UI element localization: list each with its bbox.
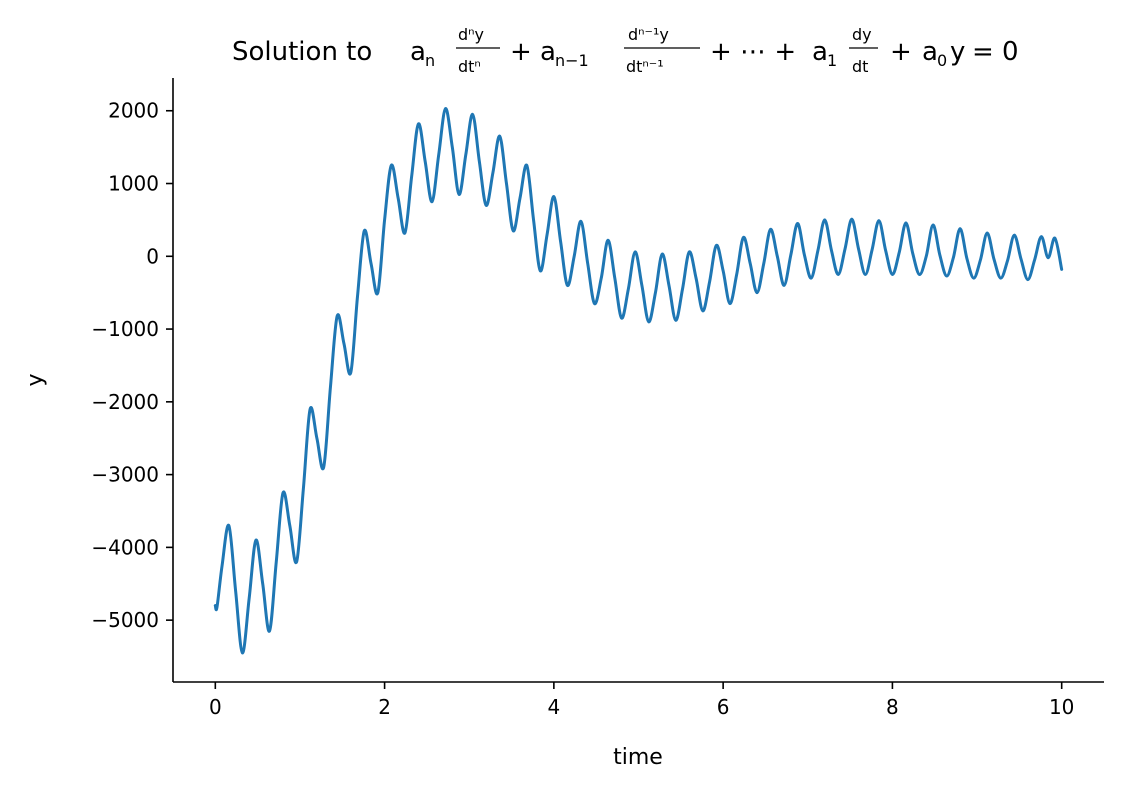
svg-text:y: y xyxy=(950,37,965,67)
x-tick-label: 4 xyxy=(547,695,560,719)
svg-text:a: a xyxy=(922,37,938,67)
y-tick-label: 0 xyxy=(146,244,159,268)
x-tick-label: 8 xyxy=(886,695,899,719)
y-tick-label: −4000 xyxy=(91,535,159,559)
y-tick-label: −2000 xyxy=(91,390,159,414)
svg-text:dt: dt xyxy=(852,57,868,76)
svg-text:dy: dy xyxy=(852,25,872,44)
y-tick-label: 1000 xyxy=(108,172,159,196)
svg-text:dⁿ⁻¹y: dⁿ⁻¹y xyxy=(628,25,669,44)
svg-text:a: a xyxy=(540,37,556,67)
svg-text:n−1: n−1 xyxy=(555,51,589,70)
svg-text:dtⁿ: dtⁿ xyxy=(458,57,481,76)
x-axis-label: time xyxy=(613,745,663,770)
y-tick-label: −1000 xyxy=(91,317,159,341)
y-tick-label: −5000 xyxy=(91,608,159,632)
svg-text:+: + xyxy=(510,37,532,67)
x-ticks: 0 2 4 6 8 10 xyxy=(209,682,1074,719)
svg-text:1: 1 xyxy=(827,51,837,70)
svg-text:dtⁿ⁻¹: dtⁿ⁻¹ xyxy=(626,57,664,76)
y-tick-label: 2000 xyxy=(108,99,159,123)
svg-text:0: 0 xyxy=(937,51,947,70)
svg-text:a: a xyxy=(410,37,426,67)
svg-text:= 0: = 0 xyxy=(972,37,1019,67)
x-tick-label: 2 xyxy=(378,695,391,719)
x-tick-label: 10 xyxy=(1049,695,1074,719)
x-tick-label: 0 xyxy=(209,695,222,719)
svg-text:dⁿy: dⁿy xyxy=(458,25,484,44)
svg-text:+ ⋯ +: + ⋯ + xyxy=(710,37,796,67)
series-line xyxy=(213,107,1064,655)
svg-text:a: a xyxy=(812,37,828,67)
svg-text:Solution to: Solution to xyxy=(232,37,372,67)
svg-text:+: + xyxy=(890,37,912,67)
svg-text:n: n xyxy=(425,51,435,70)
series-group xyxy=(213,107,1064,655)
y-tick-label: −3000 xyxy=(91,463,159,487)
y-ticks: −5000 −4000 −3000 −2000 −1000 0 1000 2000 xyxy=(91,99,173,632)
y-axis-label: y xyxy=(23,373,48,386)
x-tick-label: 6 xyxy=(717,695,730,719)
